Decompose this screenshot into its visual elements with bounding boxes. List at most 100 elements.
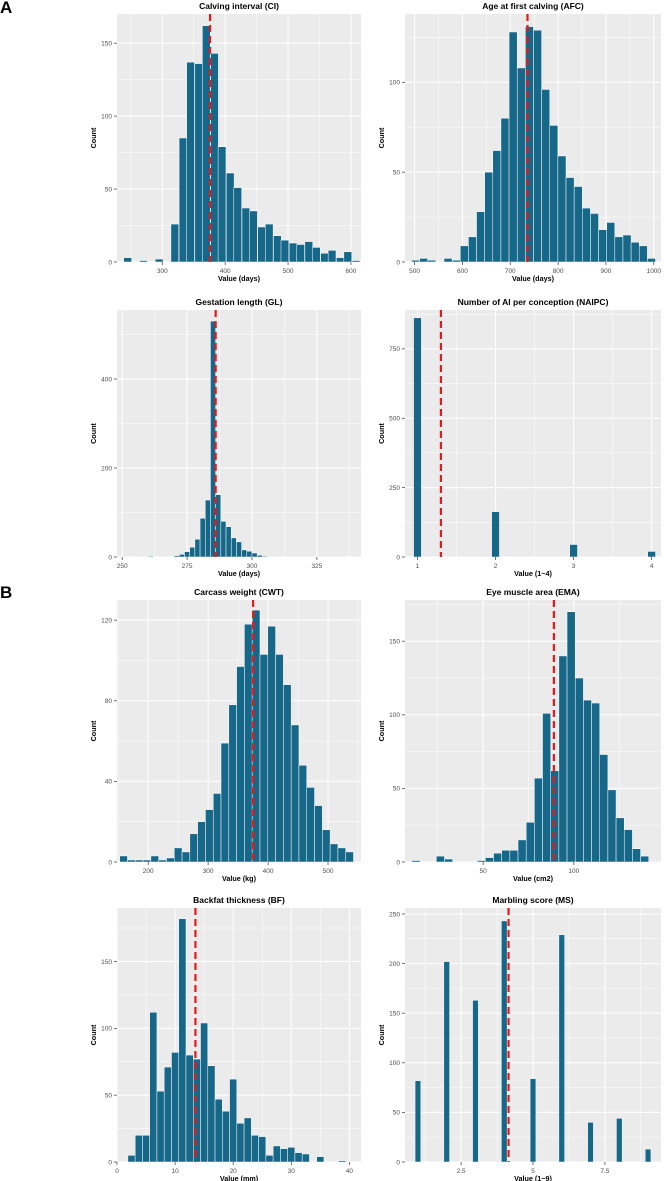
histogram-bar: [229, 1078, 238, 1163]
histogram-bar: [220, 521, 227, 558]
histogram-bar: [225, 526, 232, 558]
chart-age-at-first-calving: 500 600 700 800 900 1000 0 50 100 Age at first ca…: [377, 1, 661, 283]
histogram-bar: [476, 211, 485, 263]
histogram-bar: [202, 25, 211, 263]
histogram-bar: [640, 855, 649, 863]
y-tick-label: 0: [108, 1159, 112, 1166]
histogram-bar: [583, 699, 592, 863]
histogram-bar: [632, 848, 641, 863]
chart-carcass-weight: 200 300 400 500 0 40 80 120 Carcass weight (CWT)…: [89, 587, 361, 883]
histogram-bar: [207, 1065, 216, 1163]
x-tick-label: 2: [494, 563, 498, 570]
histogram-bar: [217, 146, 227, 263]
histogram-bar: [460, 245, 469, 263]
histogram-bar: [472, 1000, 479, 1163]
histogram-bar: [492, 150, 502, 263]
histogram-bar: [630, 241, 640, 263]
histogram-bar: [314, 805, 323, 863]
histogram-bar: [616, 1118, 623, 1163]
y-axis-label: Count: [89, 720, 98, 741]
histogram-bar: [287, 1147, 296, 1163]
y-tick-label: 0: [396, 859, 400, 866]
histogram-bar: [413, 317, 422, 558]
y-tick-label: 150: [101, 40, 112, 47]
histogram-bar: [197, 821, 206, 863]
x-tick-label: 40: [346, 1168, 354, 1175]
y-axis-label: Count: [89, 127, 98, 148]
x-tick-label: 500: [283, 268, 294, 275]
histogram-bar: [590, 213, 599, 263]
chart-title: Number of AI per conception (NAIPC): [458, 297, 609, 307]
histogram-bar: [194, 538, 201, 558]
x-tick-label: 500: [323, 868, 334, 875]
histogram-bar: [542, 713, 551, 863]
histogram-bar: [414, 1080, 422, 1163]
histogram-bar: [142, 859, 152, 863]
histogram-bar: [541, 89, 550, 263]
histogram-bar: [493, 852, 502, 863]
x-axis-label: Value (mm): [220, 1174, 259, 1181]
y-axis-label: Count: [89, 423, 98, 444]
histogram-bar: [647, 551, 656, 558]
histogram-bar: [591, 702, 600, 863]
histogram-bar: [194, 63, 203, 263]
chart-title: Age at first calving (AFC): [482, 1, 584, 11]
chart-title: Gestation length (GL): [196, 297, 283, 307]
histogram-bar: [134, 1135, 143, 1163]
histogram-bar: [599, 754, 609, 863]
x-tick-label: 1: [416, 563, 420, 570]
y-tick-label: 40: [105, 779, 113, 786]
histogram-bar: [256, 554, 263, 558]
x-tick-label: 50: [479, 868, 487, 875]
histogram-bar: [246, 550, 253, 558]
histogram-bar: [171, 1052, 179, 1163]
chart-title: Eye muscle area (EMA): [486, 587, 580, 597]
x-axis-label: Value (days): [218, 274, 261, 283]
y-tick-label: 100: [101, 113, 112, 120]
y-axis-label: Count: [377, 423, 386, 444]
histogram-bar: [607, 789, 617, 863]
chart-marbling-score: 2.5 5 7.5 0 50 100 150 200 250 Marbling score (MS…: [377, 895, 661, 1181]
histogram-bar: [451, 259, 461, 263]
y-tick-label: 750: [389, 346, 400, 353]
histogram-bar: [296, 244, 305, 263]
x-axis-label: Value (1~4): [514, 569, 552, 578]
histogram-bar: [529, 1078, 537, 1163]
histogram-bar: [210, 320, 216, 558]
histogram-bar: [156, 1090, 165, 1163]
histogram-bar: [566, 611, 576, 863]
x-tick-label: 5: [531, 1168, 535, 1175]
histogram-bar: [587, 1122, 594, 1163]
histogram-bar: [236, 666, 245, 863]
histogram-bar: [119, 855, 128, 863]
histogram-bar: [150, 855, 159, 863]
y-tick-label: 500: [389, 416, 400, 423]
histogram-bar: [230, 537, 237, 558]
y-tick-label: 50: [393, 786, 401, 793]
histogram-bar: [283, 684, 292, 863]
histogram-bar: [166, 857, 175, 863]
chart-title: Carcass weight (CWT): [194, 587, 284, 597]
histogram-bar: [199, 518, 206, 558]
x-tick-label: 30: [288, 1168, 296, 1175]
y-tick-label: 100: [389, 712, 400, 719]
x-tick-label: 250: [117, 563, 128, 570]
x-tick-label: 600: [346, 268, 357, 275]
histogram-bar: [249, 210, 258, 263]
x-tick-label: 2.5: [457, 1168, 466, 1175]
y-tick-label: 0: [108, 554, 112, 561]
histogram-bar: [569, 544, 578, 558]
histogram-bar: [501, 849, 511, 863]
plot-background: [117, 310, 361, 557]
histogram-bar: [622, 234, 632, 263]
histogram-bar: [154, 258, 164, 263]
histogram-bar: [135, 859, 144, 863]
y-axis-label: Count: [89, 1024, 98, 1045]
histogram-bar: [320, 252, 329, 263]
y-tick-label: 100: [389, 80, 400, 87]
y-tick-label: 150: [389, 1010, 400, 1017]
histogram-bar: [241, 549, 248, 558]
histogram-bar: [304, 241, 313, 263]
histogram-bar: [615, 817, 625, 863]
histogram-bar: [280, 239, 290, 263]
